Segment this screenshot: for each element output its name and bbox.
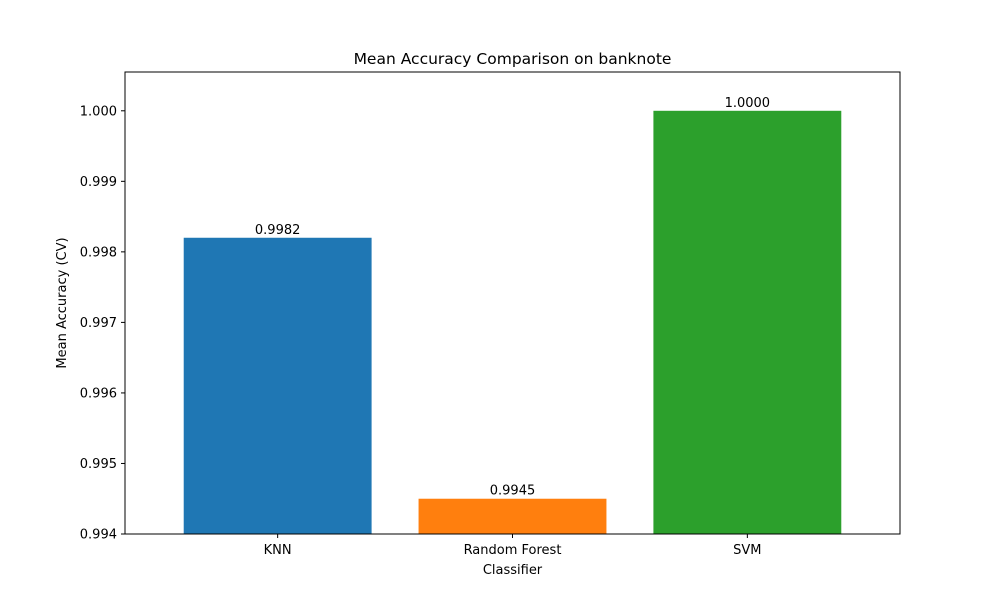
bar-svm: [653, 110, 842, 535]
x-axis: KNN Random Forest SVM: [264, 534, 762, 558]
chart-title: Mean Accuracy Comparison on banknote: [354, 50, 672, 68]
bar-value-label: 1.0000: [725, 96, 771, 111]
y-tick-label: 1.000: [80, 104, 117, 119]
x-tick-label: KNN: [264, 543, 292, 558]
y-tick-label: 0.994: [80, 528, 117, 543]
bar-value-label: 0.9982: [255, 223, 301, 238]
y-tick-label: 0.999: [80, 175, 117, 190]
y-axis: 0.994 0.995 0.996 0.997 0.998 0.999 1.000: [80, 104, 125, 543]
x-axis-title: Classifier: [483, 563, 543, 578]
y-tick-label: 0.995: [80, 457, 117, 472]
y-tick-label: 0.996: [80, 386, 117, 401]
bar-labels-layer: 0.9982 0.9945 1.0000: [255, 96, 770, 499]
bar-random-forest: [418, 498, 607, 534]
bars-layer: [183, 110, 842, 535]
y-tick-label: 0.998: [80, 245, 117, 260]
y-axis-title: Mean Accuracy (CV): [55, 237, 70, 368]
x-tick-label: SVM: [733, 543, 761, 558]
y-tick-label: 0.997: [80, 316, 117, 331]
x-tick-label: Random Forest: [464, 543, 562, 558]
bar-value-label: 0.9945: [490, 484, 536, 499]
bar-knn: [183, 237, 372, 534]
